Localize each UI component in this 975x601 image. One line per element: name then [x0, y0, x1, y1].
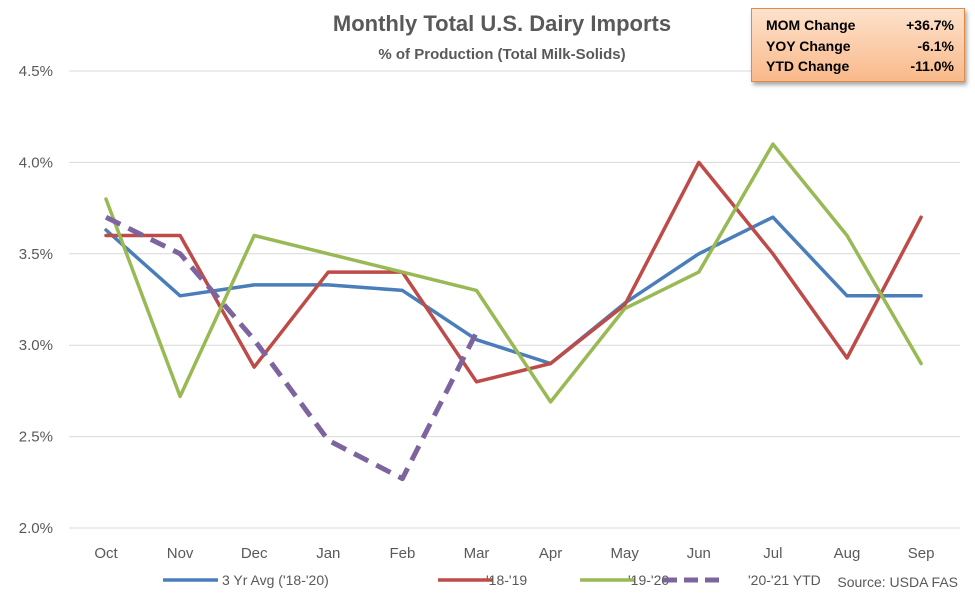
- plot-area: [104, 142, 923, 482]
- stats-label: YOY Change: [766, 37, 851, 54]
- stats-label: MOM Change: [766, 17, 856, 33]
- x-tick-label: Mar: [464, 545, 490, 562]
- stats-label: YTD Change: [766, 58, 850, 74]
- x-tick-label: Sep: [908, 545, 935, 562]
- stats-row-mom: MOM Change +36.7%: [766, 17, 954, 38]
- series-line: [104, 160, 923, 384]
- y-tick-label: 3.5%: [19, 246, 53, 263]
- series-line: [104, 215, 923, 366]
- stats-value: +36.7%: [906, 17, 954, 33]
- series-line: [104, 214, 479, 482]
- x-tick-label: Aug: [834, 545, 861, 562]
- x-tick-label: Oct: [94, 545, 118, 562]
- legend-label: 3 Yr Avg ('18-'20): [222, 572, 329, 588]
- y-tick-label: 2.5%: [19, 429, 53, 446]
- y-tick-label: 3.0%: [19, 337, 53, 354]
- stats-value: -11.0%: [910, 58, 954, 74]
- series-line: [104, 142, 923, 404]
- stats-value: -6.1%: [917, 37, 954, 54]
- x-tick-label: Apr: [539, 545, 562, 562]
- source-note: Source: USDA FAS: [837, 574, 958, 590]
- x-tick-label: Jan: [316, 545, 340, 562]
- x-tick-label: Jul: [763, 545, 782, 562]
- chart-subtitle: % of Production (Total Milk-Solids): [378, 46, 625, 63]
- gridlines: [69, 70, 960, 529]
- chart-title: Monthly Total U.S. Dairy Imports: [333, 11, 671, 36]
- x-axis: Oct Nov Dec Jan Feb Mar Apr May Jun Jul Aug Sep: [94, 545, 934, 562]
- y-tick-label: 4.0%: [19, 154, 53, 171]
- legend-label: '19-'20: [628, 572, 669, 588]
- y-tick-label: 4.5%: [19, 63, 53, 80]
- change-summary-box: MOM Change +36.7% YOY Change -6.1% YTD C…: [751, 8, 965, 82]
- legend-label: '20-'21 YTD: [748, 572, 821, 588]
- stats-row-yoy: YOY Change -6.1%: [766, 38, 954, 59]
- y-tick-label: 2.0%: [19, 520, 53, 537]
- x-tick-label: Feb: [389, 545, 415, 562]
- stats-row-ytd: YTD Change -11.0%: [766, 58, 954, 79]
- x-tick-label: Dec: [241, 545, 268, 562]
- legend: 3 Yr Avg ('18-'20) '18-'19 '19-'20 '20-'21 …: [163, 572, 821, 588]
- x-tick-label: May: [611, 545, 640, 562]
- x-tick-label: Jun: [687, 545, 711, 562]
- y-axis: 2.0% 2.5% 3.0% 3.5% 4.0% 4.5%: [19, 63, 53, 537]
- legend-label: '18-'19: [486, 572, 527, 588]
- x-tick-label: Nov: [167, 545, 194, 562]
